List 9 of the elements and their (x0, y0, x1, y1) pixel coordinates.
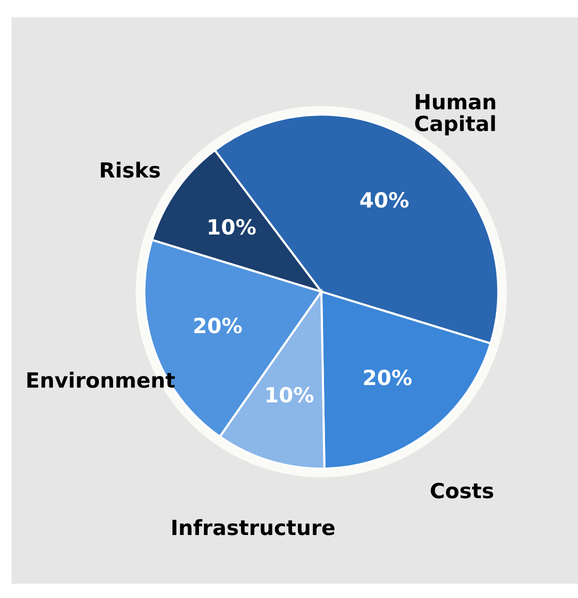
slice-label: Risks (100, 162, 160, 178)
data-label: 20% (364, 370, 412, 386)
slice-label: Human Capital (415, 94, 496, 136)
data-label: 20% (194, 318, 242, 334)
slice-label: Costs (430, 482, 494, 498)
data-label: 10% (266, 386, 314, 403)
slice-label: Infrastructure (172, 519, 335, 536)
data-label: 10% (208, 218, 256, 235)
data-label: 40% (360, 192, 409, 208)
